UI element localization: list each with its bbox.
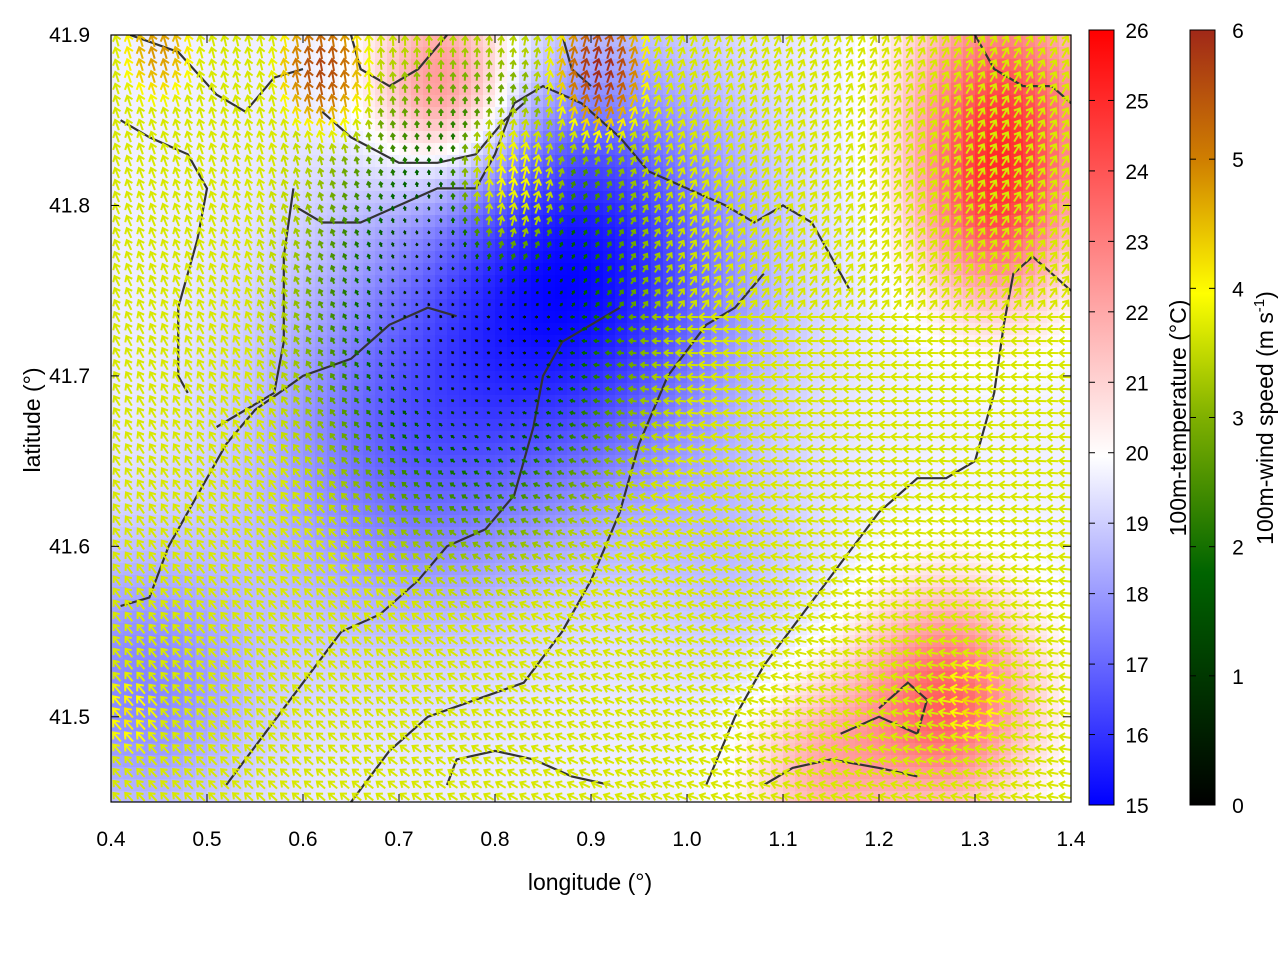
plot-area <box>111 35 1071 802</box>
